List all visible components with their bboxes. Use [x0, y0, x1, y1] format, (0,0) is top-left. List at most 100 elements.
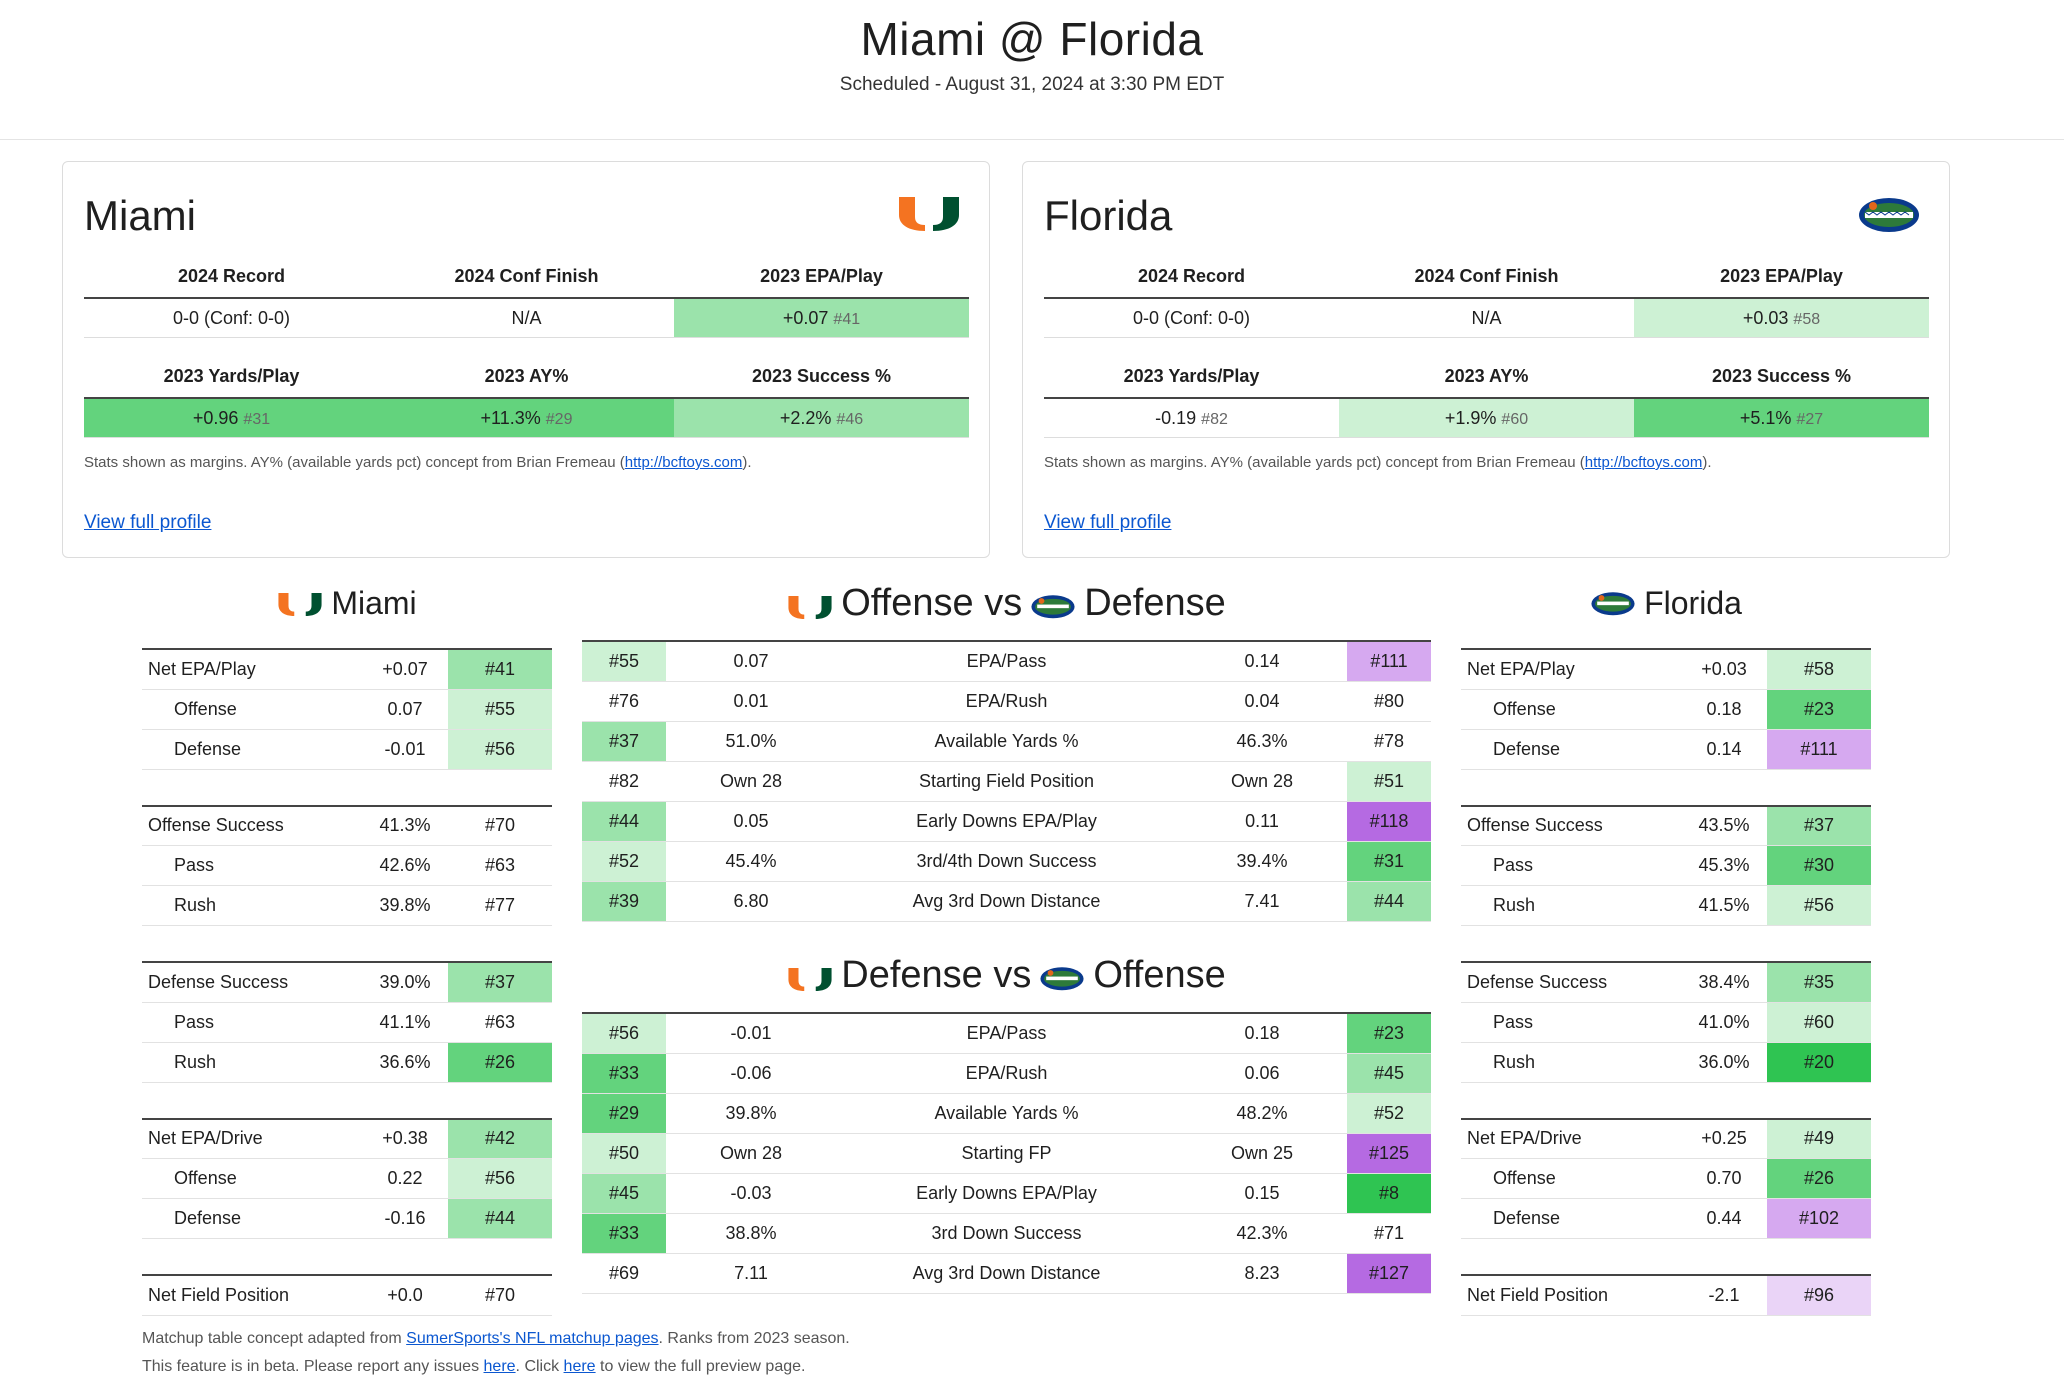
stat-grid: 2023 Yards/Play 2023 AY% 2023 Success % +0… — [84, 366, 969, 438]
footer-text: . Click — [515, 1358, 564, 1375]
stat-rank: #77 — [448, 885, 552, 926]
stat-value: 39.8% — [362, 885, 448, 926]
report-issues-link[interactable]: here — [483, 1358, 516, 1375]
table-row: Net EPA/Play +0.07 #41 — [142, 649, 552, 690]
stat-group-table: Net EPA/Drive +0.38 #42 Offense 0.22 #56… — [142, 1117, 552, 1239]
stat-name: Avg 3rd Down Distance — [836, 881, 1177, 922]
gator-logo-icon — [1857, 192, 1921, 242]
florida-rank: #111 — [1347, 641, 1431, 682]
miami-rank: #69 — [582, 1253, 666, 1294]
florida-value: 0.18 — [1177, 1013, 1347, 1054]
bcftoys-link[interactable]: http://bcftoys.com — [1584, 454, 1703, 471]
stat-label: Rush — [142, 885, 362, 926]
florida-rank: #31 — [1347, 841, 1431, 882]
footer-notes: Matchup table concept adapted from Sumer… — [142, 1325, 850, 1381]
florida-panel-label: Florida — [1644, 584, 1742, 621]
table-row: Net EPA/Play +0.03 #58 — [1461, 649, 1871, 690]
miami-value: 39.8% — [666, 1093, 836, 1134]
stat-value: 41.0% — [1681, 1002, 1767, 1043]
miami-rank: #50 — [582, 1133, 666, 1174]
team-name: Florida — [1044, 192, 1173, 239]
stat-group-table: Net Field Position -2.1 #96 — [1461, 1274, 1871, 1316]
table-row: #69 7.11 Avg 3rd Down Distance 8.23 #127 — [582, 1253, 1431, 1294]
table-row: Net Field Position -2.1 #96 — [1461, 1275, 1871, 1316]
florida-rank: #71 — [1347, 1213, 1431, 1254]
florida-value: 39.4% — [1177, 841, 1347, 882]
offense-vs-defense-table: #55 0.07 EPA/Pass 0.14 #111 #76 0.01 EPA… — [582, 640, 1431, 922]
table-row: Defense Success 38.4% #35 — [1461, 962, 1871, 1003]
miami-stats-panel: Miami Net EPA/Play +0.07 #41 Offense 0.0… — [142, 578, 552, 1316]
florida-rank: #125 — [1347, 1133, 1431, 1174]
ay-value: +1.9% #60 — [1339, 399, 1634, 438]
ay-number: +1.9% — [1444, 408, 1497, 428]
miami-value: 38.8% — [666, 1213, 836, 1254]
defense-vs-offense-panel: Defense vs Offense #56 -0.01 EPA/Pass 0.… — [582, 950, 1431, 1294]
florida-value: Own 25 — [1177, 1133, 1347, 1174]
stat-group-table: Net EPA/Drive +0.25 #49 Offense 0.70 #26… — [1461, 1117, 1871, 1239]
view-full-profile-link[interactable]: View full profile — [1044, 512, 1172, 533]
success-rank: #46 — [836, 411, 864, 428]
stat-value: -0.01 — [362, 729, 448, 770]
stat-name: Starting Field Position — [836, 761, 1177, 802]
stat-label: Net Field Position — [142, 1275, 362, 1316]
stat-rank: #37 — [1767, 805, 1871, 846]
stat-label: 2023 EPA/Play — [1720, 266, 1843, 286]
stat-label: 2024 Conf Finish — [454, 266, 599, 286]
stat-rank: #44 — [448, 1198, 552, 1239]
stat-value: +0.07 — [362, 649, 448, 690]
stat-label: Offense Success — [1461, 805, 1681, 846]
florida-value: 8.23 — [1177, 1253, 1347, 1294]
bcftoys-link[interactable]: http://bcftoys.com — [624, 454, 743, 471]
florida-value: Own 28 — [1177, 761, 1347, 802]
table-row: #50 Own 28 Starting FP Own 25 #125 — [582, 1133, 1431, 1174]
florida-value: 0.14 — [1177, 641, 1347, 682]
table-row: Net Field Position +0.0 #70 — [142, 1275, 552, 1316]
table-row: Rush 39.8% #77 — [142, 885, 552, 926]
stat-rank: #63 — [448, 845, 552, 886]
stat-label: Defense — [1461, 1198, 1681, 1239]
miami-u-logo-icon — [787, 588, 833, 619]
table-row: Defense 0.44 #102 — [1461, 1198, 1871, 1239]
table-row: Defense Success 39.0% #37 — [142, 962, 552, 1003]
stat-label: Net EPA/Drive — [1461, 1118, 1681, 1159]
table-row: Pass 41.1% #63 — [142, 1002, 552, 1043]
note-text: ). — [742, 454, 752, 471]
stat-name: Early Downs EPA/Play — [836, 801, 1177, 842]
stat-value: 0.22 — [362, 1158, 448, 1199]
stat-rank: #60 — [1767, 1002, 1871, 1043]
table-row: #39 6.80 Avg 3rd Down Distance 7.41 #44 — [582, 881, 1431, 922]
miami-rank: #37 — [582, 721, 666, 762]
sumersports-link[interactable]: SumerSports's NFL matchup pages — [406, 1330, 659, 1347]
florida-value: 0.15 — [1177, 1173, 1347, 1214]
miami-value: 0.01 — [666, 681, 836, 722]
miami-rank: #33 — [582, 1053, 666, 1094]
miami-value: -0.06 — [666, 1053, 836, 1094]
ypp-number: -0.19 — [1155, 408, 1197, 428]
preview-page-link[interactable]: here — [563, 1358, 596, 1375]
stat-rank: #42 — [448, 1118, 552, 1159]
miami-u-logo-icon — [277, 588, 323, 618]
stat-value: -2.1 — [1681, 1275, 1767, 1316]
footer-text: This feature is in beta. Please report a… — [142, 1358, 484, 1375]
view-full-profile-link[interactable]: View full profile — [84, 512, 212, 533]
stat-label: 2023 EPA/Play — [760, 266, 883, 286]
stat-value: 36.6% — [362, 1042, 448, 1083]
florida-rank: #45 — [1347, 1053, 1431, 1094]
table-row: Net EPA/Drive +0.38 #42 — [142, 1118, 552, 1159]
gator-logo-icon — [1039, 960, 1085, 991]
stat-label: Pass — [1461, 845, 1681, 886]
epa-rank: #58 — [1793, 311, 1821, 328]
ypp-value: -0.19 #82 — [1044, 399, 1339, 438]
note-text: Stats shown as margins. AY% (available y… — [84, 454, 625, 471]
florida-value: 48.2% — [1177, 1093, 1347, 1134]
stat-value: 39.0% — [362, 962, 448, 1003]
miami-value: Own 28 — [666, 761, 836, 802]
stat-rank: #63 — [448, 1002, 552, 1043]
epa-rank: #41 — [833, 311, 861, 328]
stat-label: Defense — [142, 729, 362, 770]
stat-name: EPA/Pass — [836, 1013, 1177, 1054]
miami-value: 0.05 — [666, 801, 836, 842]
table-row: Rush 36.0% #20 — [1461, 1042, 1871, 1083]
stat-value: 36.0% — [1681, 1042, 1767, 1083]
stat-label: 2024 Conf Finish — [1414, 266, 1559, 286]
